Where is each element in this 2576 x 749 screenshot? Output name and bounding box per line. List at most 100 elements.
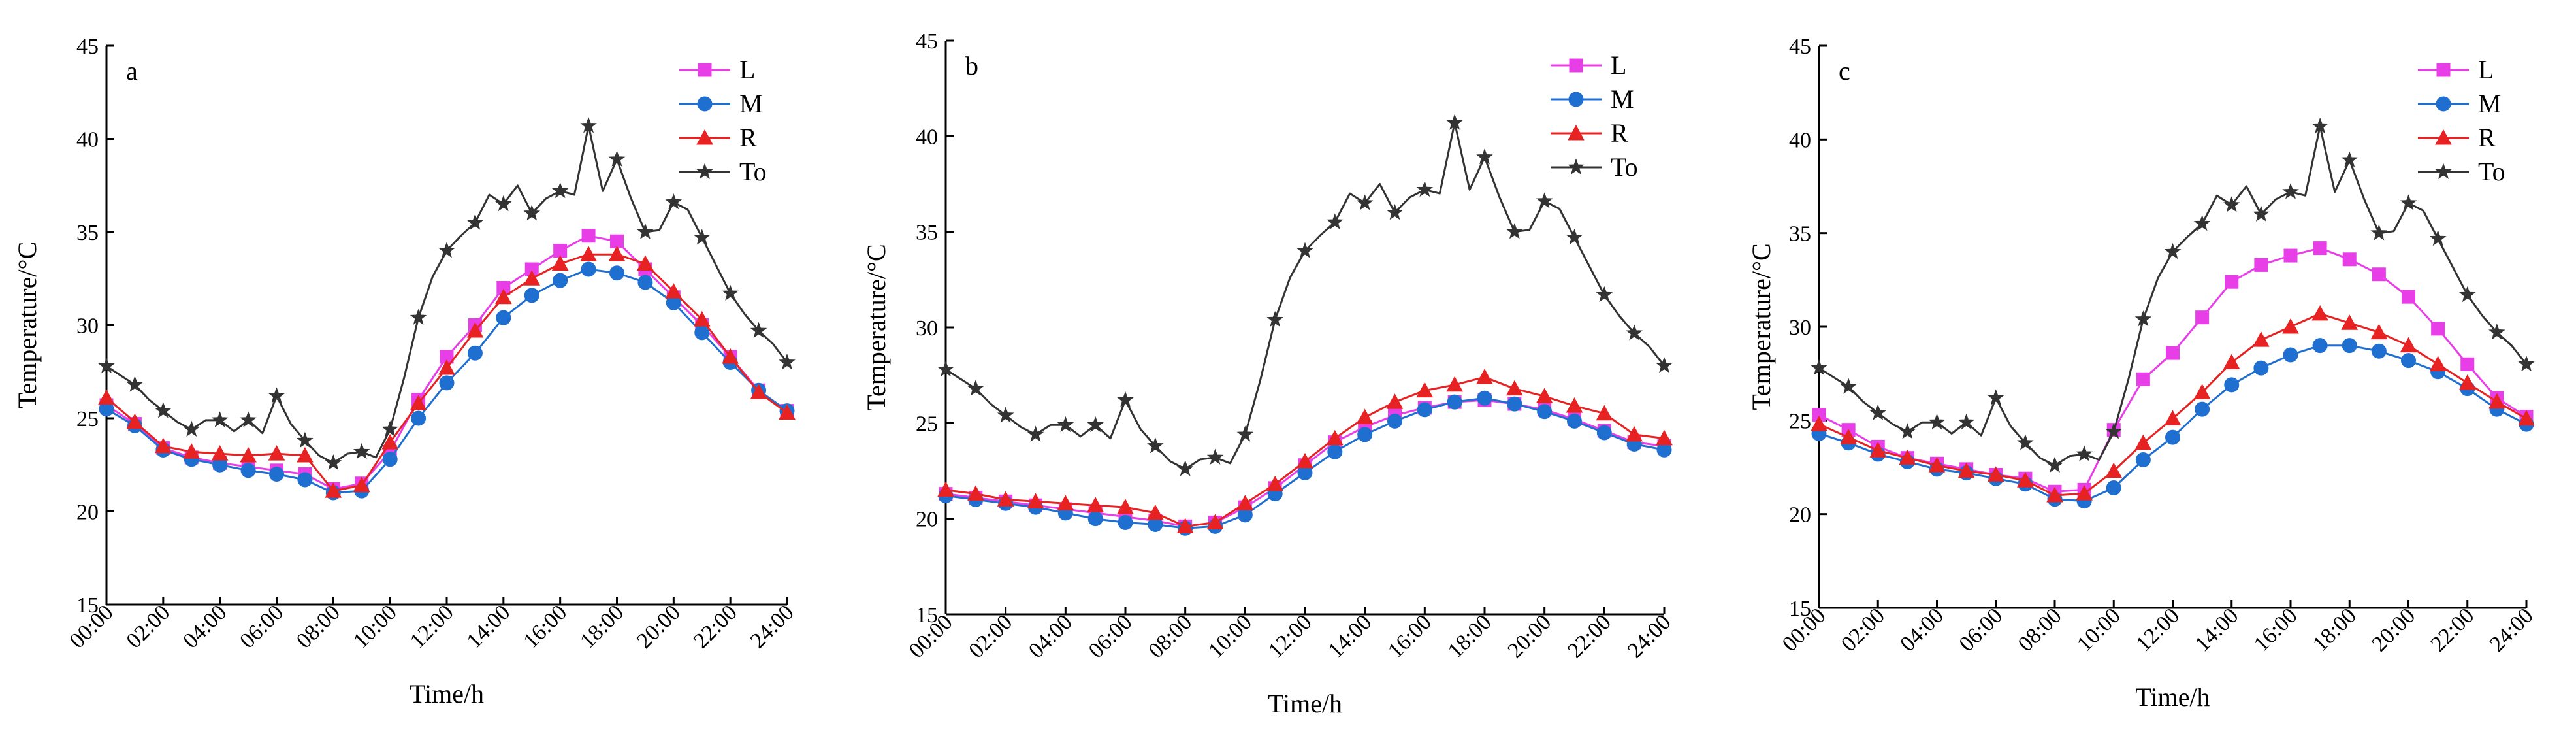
- y-tick-label: 35: [76, 221, 99, 245]
- data-point-to: [2282, 183, 2299, 199]
- data-point-to: [779, 354, 796, 370]
- data-point-to: [551, 182, 569, 199]
- data-point-r: [2076, 485, 2093, 501]
- x-tick-label: 06:00: [1954, 603, 2007, 656]
- y-tick-label: 30: [76, 314, 99, 339]
- data-point-to: [665, 193, 683, 210]
- x-tick-label: 12:00: [2131, 603, 2184, 656]
- series-line-to: [106, 125, 788, 464]
- data-point-r: [2488, 393, 2505, 409]
- data-point-l: [2431, 322, 2445, 336]
- data-point-r: [1987, 466, 2004, 482]
- x-tick-label: 08:00: [1144, 610, 1197, 663]
- data-point-to: [466, 214, 484, 230]
- x-tick-label: 10:00: [1204, 610, 1257, 663]
- x-tick-label: 14:00: [462, 600, 515, 653]
- data-point-to: [2341, 151, 2359, 167]
- data-point-r: [1476, 369, 1493, 384]
- data-point-r: [1446, 376, 1464, 392]
- data-point-m: [1537, 404, 1553, 420]
- x-tick-label: 06:00: [235, 600, 288, 653]
- y-tick-label: 25: [76, 407, 99, 431]
- data-point-r: [1928, 457, 1946, 473]
- x-tick-label: 22:00: [689, 600, 742, 653]
- data-point-to: [2253, 205, 2270, 222]
- x-tick-label: 14:00: [2190, 603, 2243, 656]
- data-point-m: [1327, 444, 1343, 459]
- data-point-m: [297, 472, 313, 488]
- data-point-to: [937, 360, 954, 377]
- data-point-to: [381, 420, 398, 437]
- data-point-to: [1356, 194, 1374, 210]
- data-point-r: [2193, 384, 2211, 399]
- y-tick-label: 40: [1789, 128, 1811, 152]
- panel-letter: a: [126, 56, 138, 86]
- legend-label-l: L: [739, 55, 755, 84]
- data-point-r: [580, 246, 597, 261]
- legend-label-l: L: [1611, 50, 1626, 80]
- data-point-r: [2311, 305, 2328, 321]
- data-point-to: [1236, 425, 1254, 442]
- data-point-to: [495, 195, 512, 212]
- data-point-m: [2342, 338, 2357, 354]
- data-point-to: [211, 411, 229, 427]
- legend-label-to: To: [1611, 152, 1638, 182]
- data-point-to: [297, 431, 314, 448]
- x-tick-label: 22:00: [1563, 610, 1616, 663]
- data-point-m: [1118, 515, 1133, 531]
- legend-marker-r: [1568, 124, 1585, 141]
- data-point-to: [2105, 423, 2123, 439]
- data-point-m: [2371, 343, 2387, 359]
- data-point-m: [269, 467, 284, 482]
- data-point-r: [2134, 434, 2152, 450]
- data-point-r: [2282, 318, 2299, 334]
- data-point-m: [1087, 511, 1103, 527]
- data-point-r: [381, 434, 399, 450]
- data-point-r: [2223, 354, 2240, 369]
- x-axis-title: Time/h: [1268, 689, 1342, 718]
- data-point-l: [2166, 346, 2180, 360]
- data-point-to: [2164, 242, 2182, 259]
- data-point-m: [2312, 338, 2328, 354]
- series-line-to: [945, 122, 1666, 471]
- data-point-l: [2254, 258, 2268, 272]
- y-tick-label: 40: [76, 128, 99, 152]
- x-tick-label: 20:00: [632, 600, 685, 653]
- data-point-to: [183, 420, 201, 437]
- x-tick-label: 18:00: [575, 600, 628, 653]
- data-point-r: [2518, 410, 2535, 425]
- data-point-to: [750, 322, 767, 338]
- data-point-r: [1536, 388, 1553, 403]
- x-tick-label: 12:00: [406, 600, 459, 653]
- data-point-to: [438, 242, 455, 258]
- x-tick-label: 18:00: [1443, 610, 1496, 663]
- data-point-r: [608, 246, 626, 261]
- data-point-m: [1596, 425, 1612, 441]
- data-point-r: [240, 446, 257, 463]
- data-point-m: [467, 345, 483, 361]
- data-point-r: [967, 485, 984, 501]
- data-point-m: [524, 288, 539, 303]
- data-point-r: [1869, 442, 1887, 458]
- data-point-r: [637, 255, 654, 271]
- data-point-l: [2460, 357, 2475, 371]
- legend-label-m: M: [2478, 89, 2502, 118]
- legend-marker-l: [698, 63, 712, 77]
- data-point-r: [1356, 408, 1374, 425]
- data-point-r: [410, 395, 427, 410]
- data-point-to: [637, 223, 654, 239]
- data-point-r: [1566, 397, 1583, 413]
- legend-label-m: M: [1611, 84, 1634, 114]
- data-point-l: [2225, 275, 2239, 289]
- data-point-l: [2372, 267, 2386, 282]
- data-point-to: [1596, 286, 1613, 303]
- x-tick-label: 06:00: [1084, 610, 1137, 663]
- y-tick-label: 45: [76, 35, 99, 59]
- x-axis-title: Time/h: [2135, 682, 2210, 712]
- data-point-r: [154, 437, 172, 454]
- data-point-to: [1296, 242, 1313, 258]
- data-point-r: [1146, 504, 1164, 520]
- data-point-r: [183, 443, 201, 459]
- data-point-r: [297, 446, 314, 463]
